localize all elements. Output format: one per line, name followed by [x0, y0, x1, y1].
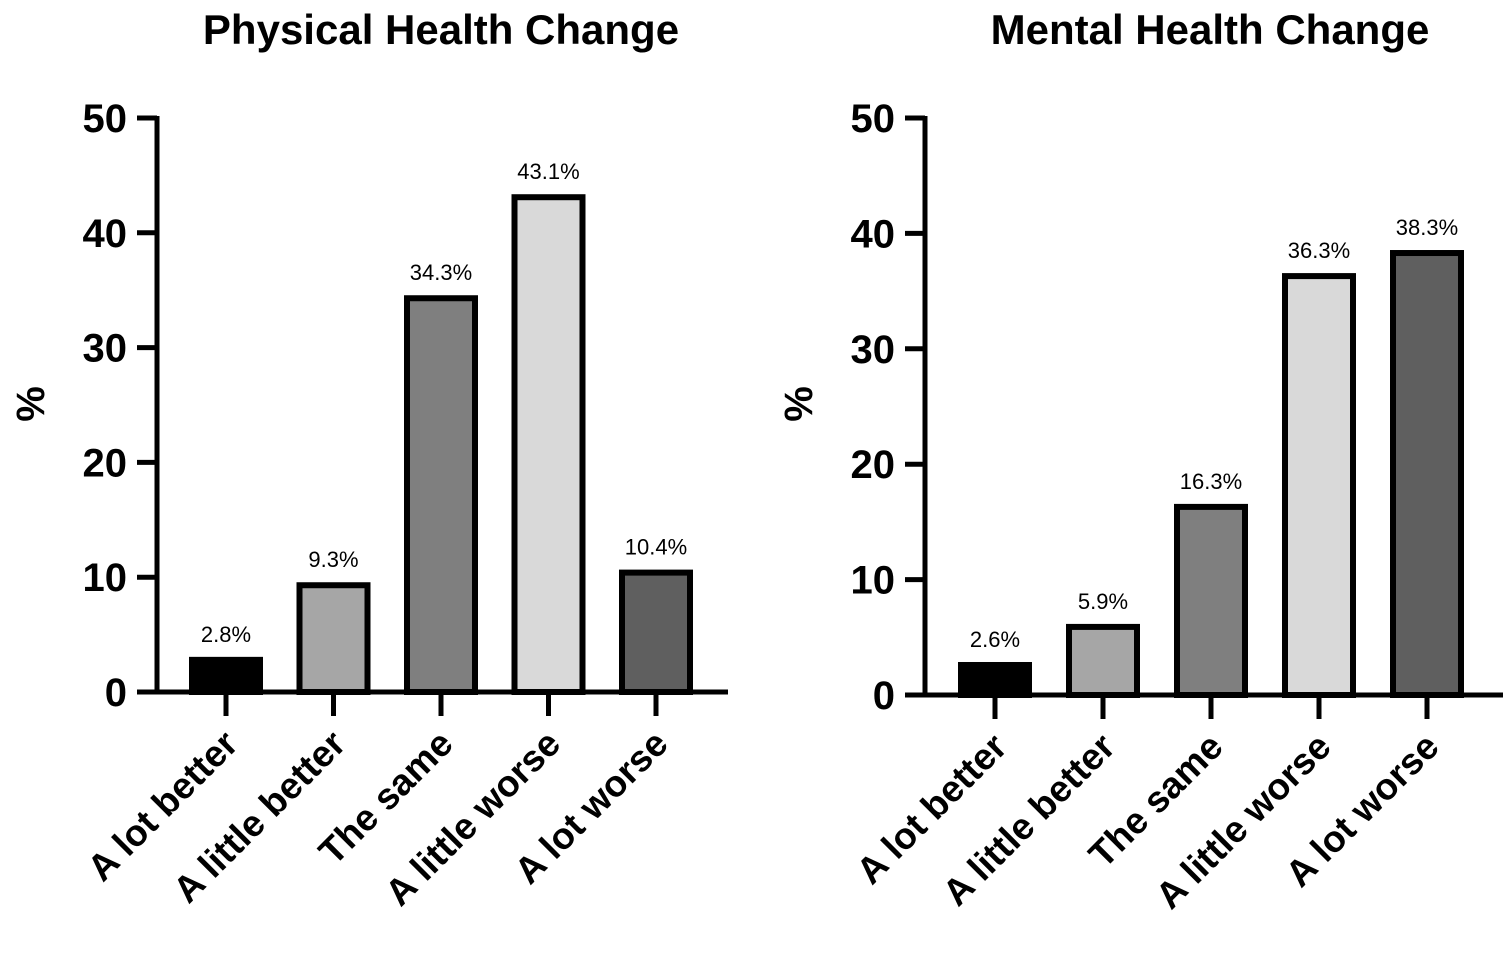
mental-health-chart: Mental Health Change % 2.6% 5.9% 16.3% 36.3…: [777, 6, 1503, 917]
bar-1: [189, 656, 263, 696]
data-label: 2.6%: [970, 627, 1020, 652]
y-tick-label: 30: [851, 328, 896, 372]
bar-1: [958, 661, 1032, 698]
data-label: 43.1%: [517, 159, 579, 184]
y-tick-label: 0: [873, 674, 895, 718]
data-label: 10.4%: [625, 535, 687, 560]
bar-2: [296, 582, 371, 696]
data-label: 9.3%: [308, 547, 358, 572]
bar-4: [511, 194, 586, 695]
y-tick-label: 20: [851, 443, 896, 487]
y-tick-label: 40: [83, 212, 128, 256]
bar-3: [1174, 503, 1248, 699]
data-label: 16.3%: [1180, 469, 1242, 494]
bar-5: [619, 569, 693, 695]
chart-title: Mental Health Change: [991, 6, 1430, 53]
physical-health-chart: Physical Health Change % 2.8% 9.3% 34.3% 43…: [9, 6, 728, 914]
bar-4: [1282, 273, 1356, 698]
y-tick-label: 30: [83, 327, 128, 371]
y-tick-label: 50: [851, 97, 896, 141]
bar-5: [1390, 250, 1464, 698]
y-axis-label: %: [777, 386, 821, 422]
data-label: 34.3%: [410, 260, 472, 285]
y-tick-label: 40: [851, 212, 896, 256]
y-tick-label: 50: [83, 97, 128, 141]
data-label: 2.8%: [201, 622, 251, 647]
data-label: 5.9%: [1078, 589, 1128, 614]
bar-3: [404, 295, 478, 695]
y-axis-label: %: [9, 386, 53, 422]
y-tick-label: 10: [83, 556, 128, 600]
data-label: 36.3%: [1288, 238, 1350, 263]
y-tick-label: 10: [851, 559, 896, 603]
bar-2: [1066, 623, 1140, 698]
data-label: 38.3%: [1396, 215, 1458, 240]
chart-title: Physical Health Change: [203, 6, 679, 53]
y-tick-label: 0: [105, 671, 127, 715]
y-tick-label: 20: [83, 441, 128, 485]
